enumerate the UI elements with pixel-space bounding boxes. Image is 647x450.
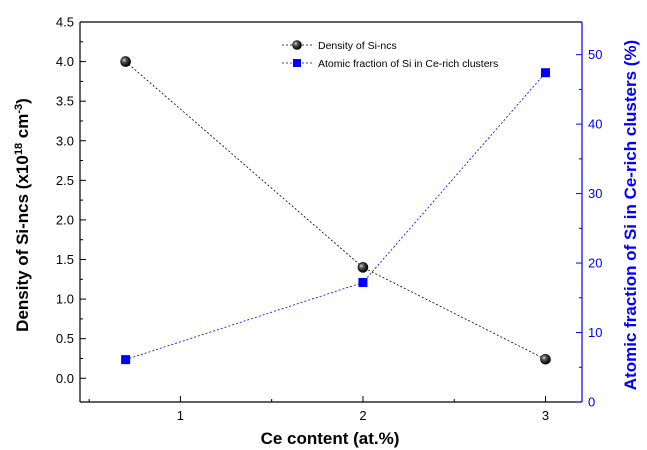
density-data-point xyxy=(357,262,369,273)
y-left-tick-label: 0.5 xyxy=(56,331,74,346)
y-right-axis-title: Atomic fraction of Si in Ce-rich cluster… xyxy=(621,40,640,390)
x-tick-label: 3 xyxy=(542,408,549,423)
y-left-tick-label: 3.5 xyxy=(56,94,74,109)
y-left-tick-label: 1.5 xyxy=(56,252,74,267)
legend-label-atomic-fraction: Atomic fraction of Si in Ce-rich cluster… xyxy=(318,58,498,70)
y-left-axis-title: Density of Si-ncs (x1018 cm-3) xyxy=(13,98,32,332)
legend: Density of Si-ncs Atomic fraction of Si … xyxy=(282,40,498,70)
y-right-tick-label: 30 xyxy=(588,186,602,201)
atomic-fraction-data-point xyxy=(540,68,550,78)
y-left-tick-label: 0.0 xyxy=(56,371,74,386)
y-left-tick-label: 2.5 xyxy=(56,173,74,188)
y-right-tick-label: 20 xyxy=(588,256,602,271)
y-right-tick-label: 0 xyxy=(588,395,595,410)
density-data-point xyxy=(120,56,131,67)
density-data-point xyxy=(540,353,551,365)
y-left-tick-label: 3.0 xyxy=(56,133,74,148)
y-left-tick-label: 1.0 xyxy=(56,292,74,307)
y-right-tick-label: 50 xyxy=(588,47,602,62)
atomic-fraction-data-point xyxy=(121,355,131,365)
legend-label-density: Density of Si-ncs xyxy=(318,40,397,52)
x-tick-label: 2 xyxy=(359,408,366,423)
legend-marker-density xyxy=(292,40,302,50)
series-line-0 xyxy=(125,61,546,360)
x-tick-label: 1 xyxy=(177,408,184,423)
y-left-tick-label: 4.0 xyxy=(56,54,74,69)
x-axis-title: Ce content (at.%) xyxy=(261,429,400,448)
legend-marker-atomic-fraction xyxy=(293,59,301,67)
y-left-tick-label: 2.0 xyxy=(56,212,74,227)
series-line-1 xyxy=(125,72,546,361)
y-left-tick-label: 4.5 xyxy=(56,15,74,30)
y-right-tick-label: 10 xyxy=(588,325,602,340)
y-right-tick-label: 40 xyxy=(588,117,602,132)
atomic-fraction-data-point xyxy=(358,278,368,288)
